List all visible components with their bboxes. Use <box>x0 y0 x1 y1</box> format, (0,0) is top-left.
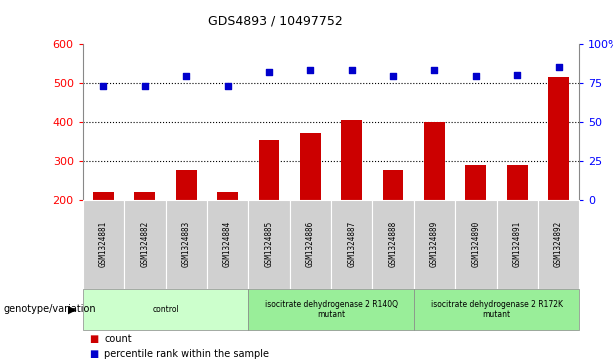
Point <box>99 83 109 89</box>
Point <box>347 67 357 73</box>
Bar <box>259 140 280 200</box>
Text: GSM1324883: GSM1324883 <box>181 221 191 267</box>
Bar <box>538 200 579 289</box>
Bar <box>176 170 197 200</box>
Bar <box>166 200 207 289</box>
Point <box>430 67 440 73</box>
Text: GSM1324888: GSM1324888 <box>389 221 398 267</box>
Bar <box>217 192 238 200</box>
Text: isocitrate dehydrogenase 2 R140Q
mutant: isocitrate dehydrogenase 2 R140Q mutant <box>265 300 397 319</box>
Bar <box>83 200 124 289</box>
Bar <box>248 200 289 289</box>
Bar <box>289 200 331 289</box>
Bar <box>300 133 321 200</box>
Text: percentile rank within the sample: percentile rank within the sample <box>104 348 269 359</box>
Point <box>471 73 481 79</box>
Point <box>388 73 398 79</box>
Text: count: count <box>104 334 132 344</box>
Bar <box>465 164 486 200</box>
Text: GSM1324891: GSM1324891 <box>512 221 522 267</box>
Bar <box>83 289 248 330</box>
Text: ■: ■ <box>89 348 98 359</box>
Point <box>223 83 232 89</box>
Bar <box>248 289 414 330</box>
Text: GDS4893 / 10497752: GDS4893 / 10497752 <box>208 15 343 28</box>
Bar <box>341 120 362 200</box>
Point <box>140 83 150 89</box>
Bar <box>507 164 528 200</box>
Bar <box>93 192 114 200</box>
Point <box>512 72 522 78</box>
Bar <box>383 170 403 200</box>
Text: GSM1324885: GSM1324885 <box>264 221 273 267</box>
Bar <box>331 200 373 289</box>
Bar <box>455 200 497 289</box>
Bar <box>373 200 414 289</box>
Point <box>554 64 563 70</box>
Text: GSM1324890: GSM1324890 <box>471 221 481 267</box>
Bar <box>414 289 579 330</box>
Bar <box>207 200 248 289</box>
Bar <box>134 192 155 200</box>
Bar <box>497 200 538 289</box>
Text: GSM1324887: GSM1324887 <box>347 221 356 267</box>
Point <box>181 73 191 79</box>
Text: ■: ■ <box>89 334 98 344</box>
Text: GSM1324884: GSM1324884 <box>223 221 232 267</box>
Point <box>305 67 315 73</box>
Text: genotype/variation: genotype/variation <box>3 305 96 314</box>
Text: GSM1324882: GSM1324882 <box>140 221 150 267</box>
Text: isocitrate dehydrogenase 2 R172K
mutant: isocitrate dehydrogenase 2 R172K mutant <box>430 300 563 319</box>
Point <box>264 69 274 74</box>
Text: GSM1324892: GSM1324892 <box>554 221 563 267</box>
Bar <box>424 122 445 200</box>
Text: GSM1324889: GSM1324889 <box>430 221 439 267</box>
Bar <box>124 200 166 289</box>
Bar <box>414 200 455 289</box>
Bar <box>548 77 569 200</box>
Text: GSM1324881: GSM1324881 <box>99 221 108 267</box>
Text: control: control <box>152 305 179 314</box>
Text: GSM1324886: GSM1324886 <box>306 221 315 267</box>
Text: ▶: ▶ <box>68 305 77 314</box>
